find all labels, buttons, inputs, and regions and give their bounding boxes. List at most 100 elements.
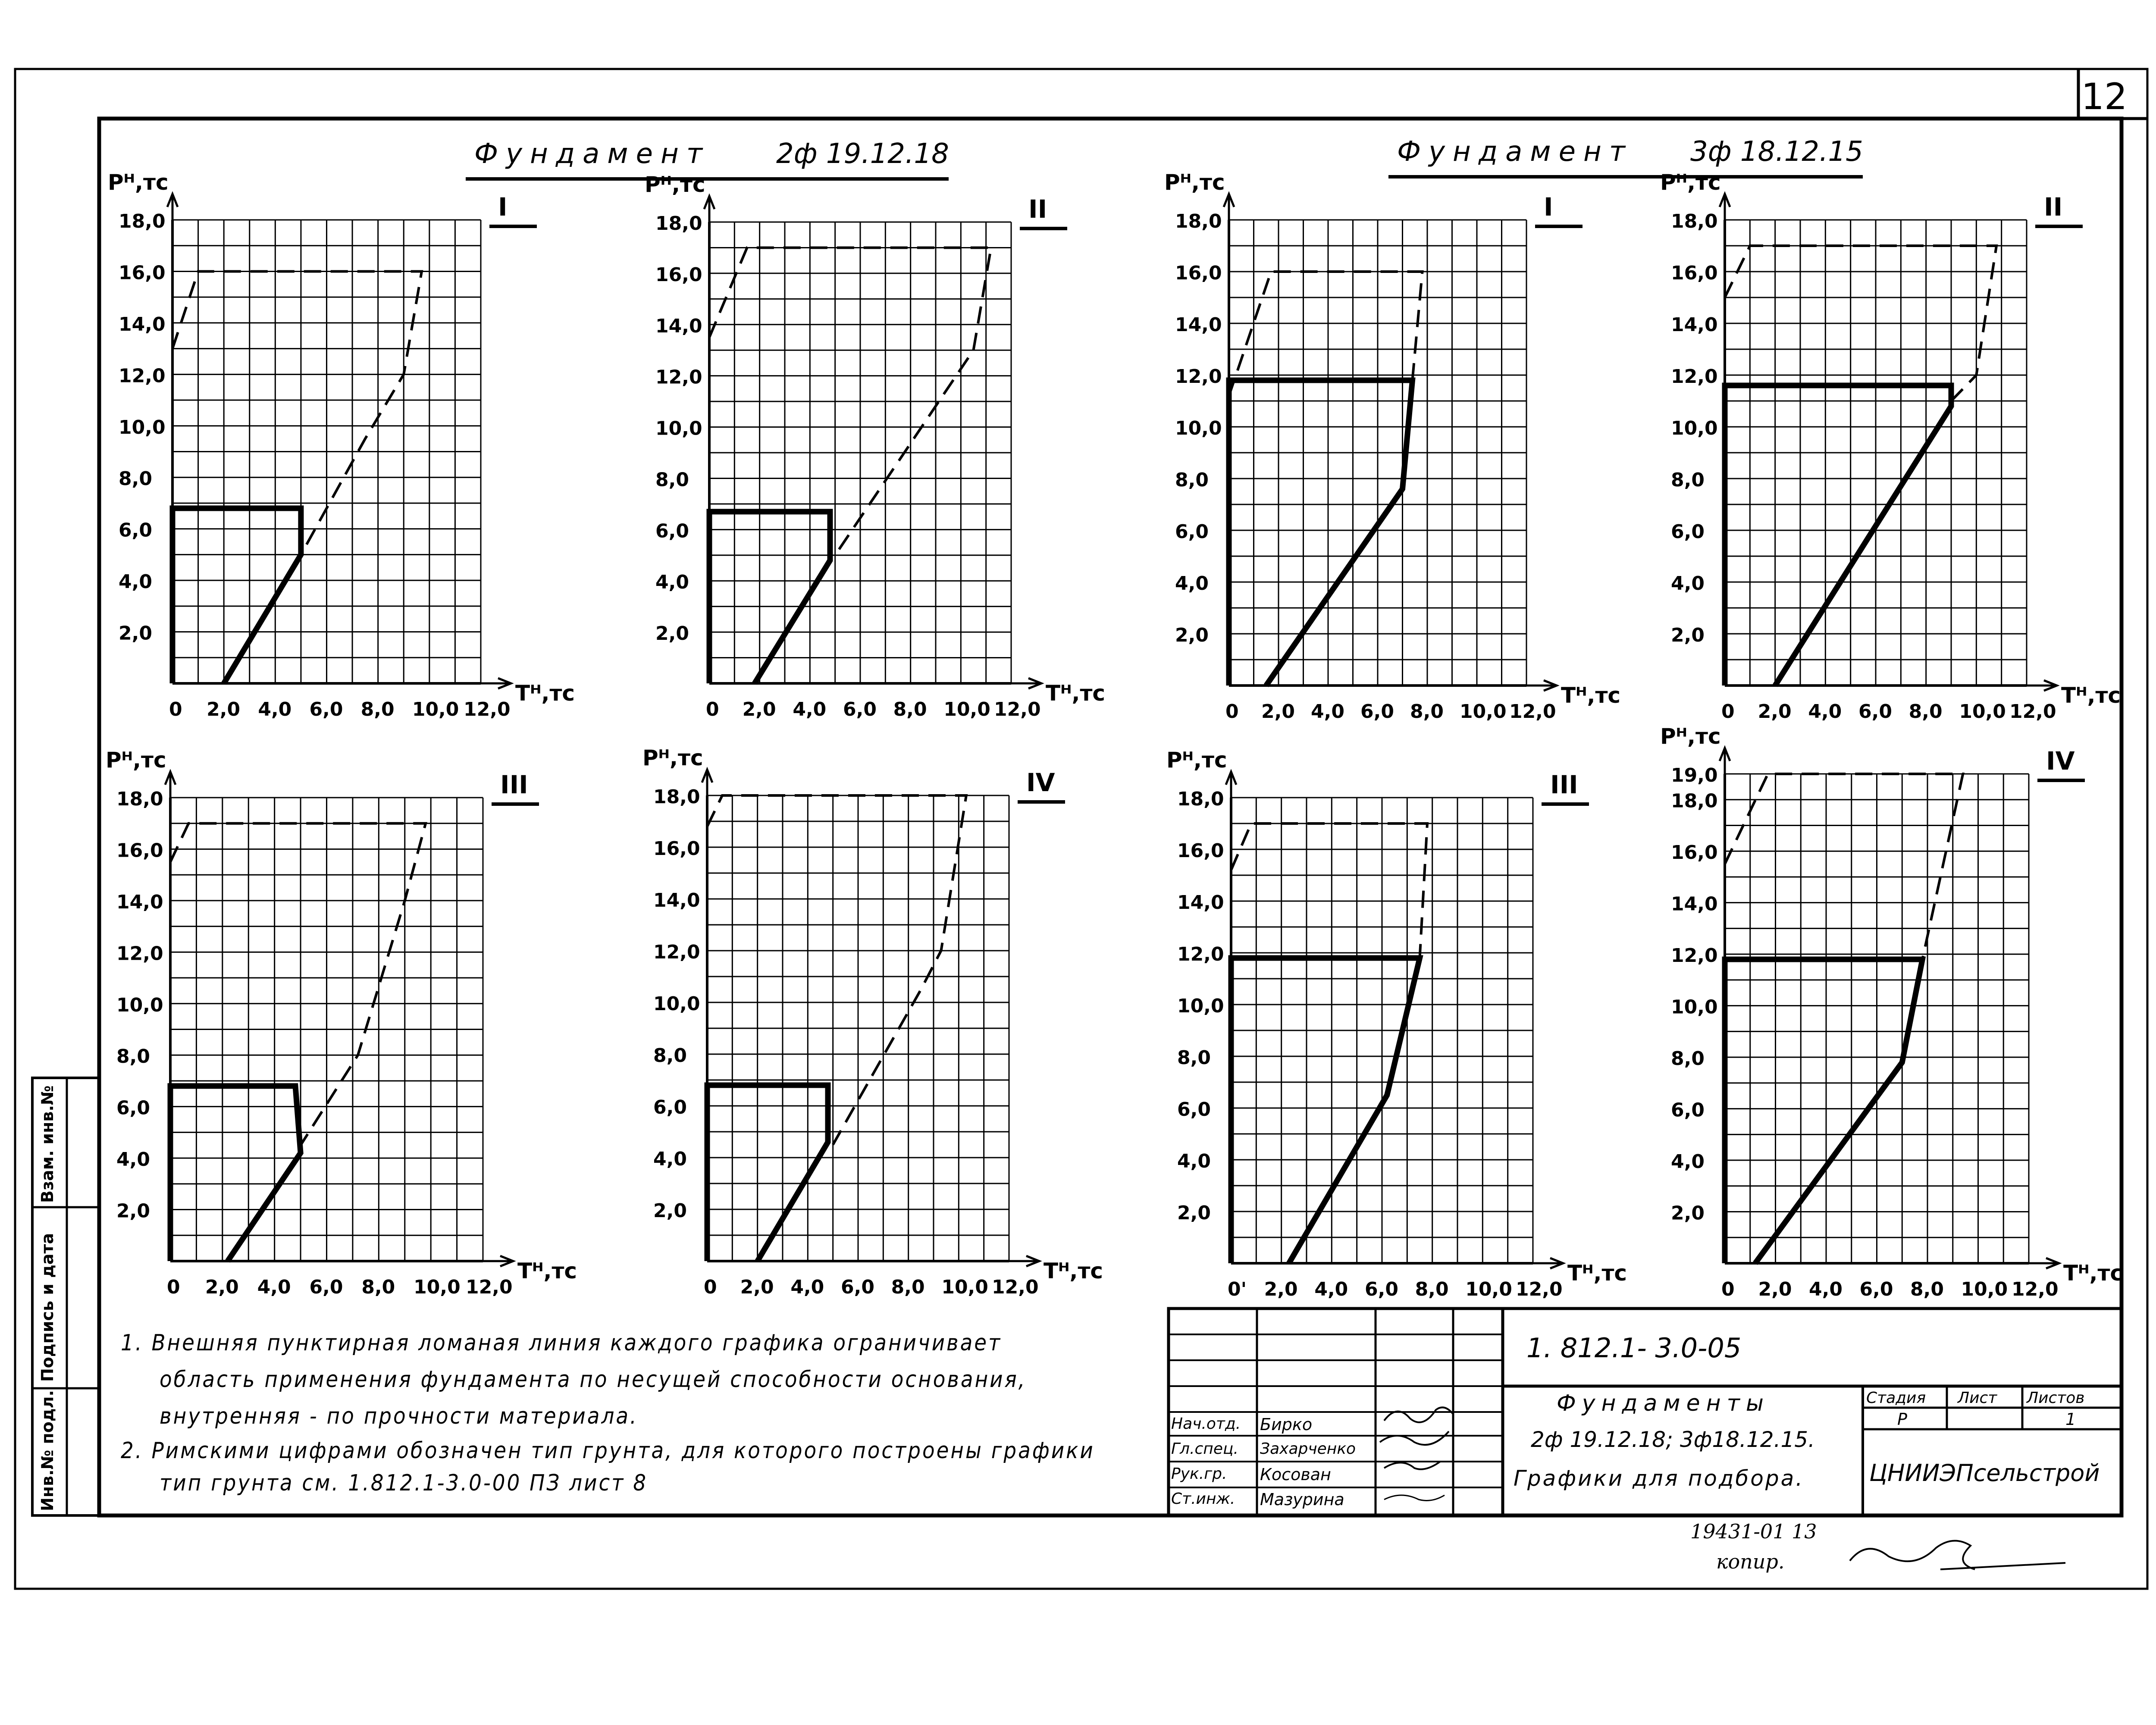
- side-stamp-inv: Инв.№ подл.: [38, 1390, 57, 1511]
- chart-6-y-tick: 4,0: [653, 1148, 687, 1170]
- chart-7-x-label: Tᴴ,тс: [1567, 1261, 1627, 1286]
- tb-col-sheets: Листов: [2027, 1389, 2085, 1407]
- note-line-1: 1. Внешняя пунктирная ломаная линия кажд…: [121, 1330, 1002, 1356]
- chart-6-y-tick: 10,0: [653, 993, 700, 1015]
- chart-8-y-tick: 18,0: [1671, 790, 1718, 812]
- tb-role-2: Гл.спец.: [1171, 1440, 1238, 1458]
- chart-3-soil-type: I: [1544, 192, 1553, 222]
- chart-3-x-arrow: [1543, 679, 1560, 692]
- chart-1-y-tick: 8,0: [119, 468, 152, 490]
- tb-subtitle2: Графики для подбора.: [1514, 1466, 1805, 1491]
- chart-6-y-tick: 18,0: [653, 786, 700, 808]
- chart-8-material-line: [1722, 956, 1926, 1265]
- chart-1-y-tick: 12,0: [119, 365, 166, 387]
- chart-5-y-tick: 4,0: [116, 1149, 150, 1171]
- chart-6-x-label: Tᴴ,тс: [1044, 1259, 1103, 1284]
- chart-8-y-tick: 6,0: [1671, 1099, 1705, 1121]
- chart-5-x-tick: 8,0: [361, 1276, 395, 1298]
- chart-8-x-label: Tᴴ,тс: [2063, 1261, 2123, 1286]
- chart-1-material-line: [169, 505, 304, 685]
- chart-2-y-label: Pᴴ,тс: [645, 172, 705, 197]
- chart-4-x-tick: 6,0: [1858, 701, 1892, 723]
- note-line-5: тип грунта см. 1.812.1-3.0-00 ПЗ лист 8: [160, 1470, 648, 1496]
- chart-4-y-tick: 18,0: [1671, 210, 1718, 232]
- note-line-3: внутренняя - по прочности материала.: [160, 1403, 638, 1429]
- chart-3-x-tick: 8,0: [1410, 701, 1444, 723]
- tb-stage: Р: [1897, 1410, 1907, 1429]
- chart-7-y-tick: 4,0: [1177, 1150, 1211, 1172]
- side-stamp-signature: Подпись и дата: [38, 1233, 57, 1382]
- chart-5-x-label: Tᴴ,тс: [517, 1259, 577, 1284]
- chart-2-y-tick: 8,0: [655, 469, 689, 491]
- tb-org: ЦНИИЭПсельстрой: [1869, 1459, 2100, 1487]
- chart-8-y-tick: 10,0: [1671, 996, 1718, 1018]
- copy-signature: [1849, 1540, 2066, 1570]
- chart-3-y-tick: 12,0: [1175, 366, 1222, 388]
- chart-7-y-label: Pᴴ,тс: [1166, 748, 1227, 773]
- chart-3-x-label: Tᴴ,тс: [1561, 683, 1620, 708]
- chart-8-y-label: Pᴴ,тс: [1660, 724, 1721, 749]
- tb-col-sheet: Лист: [1958, 1389, 1997, 1407]
- chart-5-x-tick: 2,0: [205, 1276, 239, 1298]
- chart-5-y-tick: 8,0: [116, 1046, 150, 1068]
- chart-8-x-tick: 8,0: [1910, 1278, 1944, 1300]
- chart-4-soil-type: II: [2044, 192, 2062, 222]
- chart-4-y-tick: 6,0: [1671, 521, 1705, 543]
- chart-3-x-tick: 2,0: [1261, 701, 1295, 723]
- header-title-right: Фундамент: [1397, 136, 1633, 168]
- chart-4-x-tick: 4,0: [1808, 701, 1842, 723]
- chart-2-x-tick: 10,0: [943, 698, 990, 720]
- chart-5-y-tick: 2,0: [116, 1200, 150, 1222]
- chart-7-y-tick: 16,0: [1177, 840, 1224, 862]
- chart-7-x-arrow: [1550, 1257, 1566, 1270]
- chart-2-y-tick: 2,0: [655, 623, 689, 645]
- chart-6-y-tick: 16,0: [653, 838, 700, 860]
- stamp-number: 19431-01 13: [1690, 1520, 1817, 1543]
- chart-7-y-tick: 14,0: [1177, 892, 1224, 914]
- chart-1-x-tick: 8,0: [361, 698, 395, 720]
- chart-8-x-tick: 2,0: [1758, 1278, 1792, 1300]
- chart-5-material-line: [167, 1083, 304, 1263]
- chart-8-boundary-line: [1724, 773, 1965, 960]
- chart-5-x-tick: 12,0: [466, 1276, 513, 1298]
- chart-1-y-label: Pᴴ,тс: [108, 170, 169, 195]
- chart-3-x-tick: 0: [1225, 701, 1239, 723]
- chart-7-soil-type: III: [1550, 770, 1578, 799]
- tb-role-3: Рук.гр.: [1171, 1465, 1227, 1483]
- chart-2-y-tick: 16,0: [655, 264, 702, 286]
- chart-1-soil-type: I: [498, 192, 508, 222]
- chart-6-soil-type: IV: [1026, 768, 1055, 797]
- note-line-4: 2. Римскими цифрами обозначен тип грунта…: [121, 1438, 1095, 1464]
- chart-3-y-tick: 18,0: [1175, 210, 1222, 232]
- chart-4-y-tick: 8,0: [1671, 469, 1705, 491]
- chart-7-y-tick: 10,0: [1177, 995, 1224, 1017]
- chart-3-boundary-line: [1228, 270, 1424, 396]
- chart-8-y-tick: 19,0: [1671, 764, 1718, 786]
- chart-4-x-arrow: [2043, 679, 2060, 692]
- chart-5-boundary-line: [169, 822, 427, 1146]
- chart-8-x-tick: 0: [1721, 1278, 1735, 1300]
- chart-7-x-tick: 8,0: [1415, 1278, 1449, 1300]
- tb-col-stage: Стадия: [1866, 1389, 1926, 1407]
- tb-subtitle: 2ф 19.12.18; 3ф18.12.15.: [1531, 1427, 1815, 1452]
- tb-title: Фундаменты: [1557, 1390, 1770, 1416]
- chart-4-y-tick: 12,0: [1671, 366, 1718, 388]
- chart-2-y-tick: 18,0: [655, 213, 702, 235]
- tb-role-4: Ст.инж.: [1171, 1490, 1235, 1508]
- chart-2-soil-type: II: [1028, 194, 1047, 224]
- chart-2-x-tick: 12,0: [994, 698, 1041, 720]
- chart-7-y-tick: 6,0: [1177, 1099, 1211, 1121]
- chart-5-y-tick: 10,0: [116, 994, 163, 1016]
- chart-3-y-tick: 14,0: [1175, 314, 1222, 336]
- chart-1-boundary-line: [171, 270, 423, 555]
- chart-4-y-tick: 2,0: [1671, 624, 1705, 646]
- chart-4-x-label: Tᴴ,тс: [2061, 683, 2121, 708]
- chart-3-y-tick: 6,0: [1175, 521, 1209, 543]
- chart-2-y-tick: 10,0: [655, 418, 702, 440]
- chart-7-material-line: [1228, 955, 1423, 1265]
- chart-5-x-tick: 4,0: [257, 1276, 291, 1298]
- chart-6-y-tick: 8,0: [653, 1045, 687, 1067]
- chart-3-x-tick: 10,0: [1460, 701, 1507, 723]
- header-title-left: Фундамент: [474, 138, 711, 170]
